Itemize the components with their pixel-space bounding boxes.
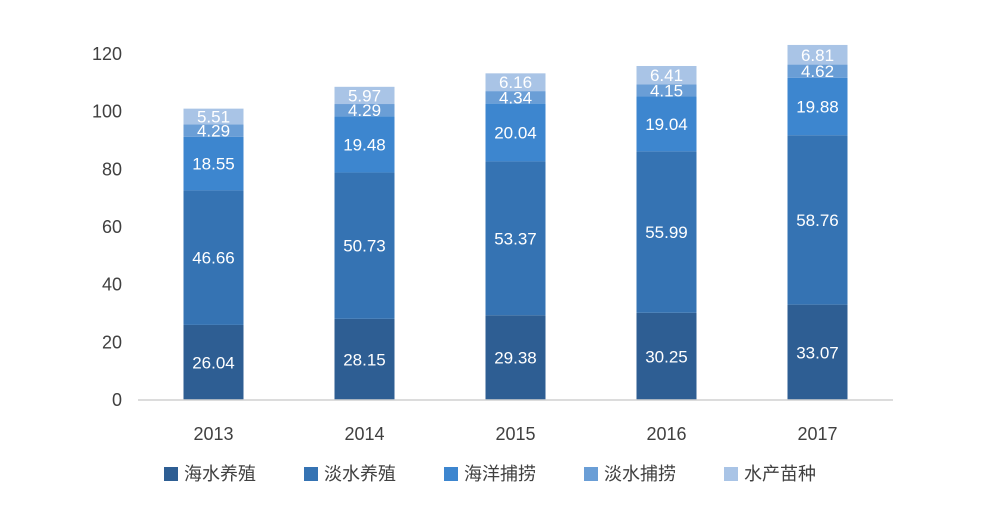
legend-label: 海洋捕捞 (464, 464, 536, 485)
data-label: 19.48 (343, 135, 386, 154)
data-label: 4.15 (650, 81, 683, 100)
legend-item: 淡水养殖 (304, 463, 396, 485)
data-label: 28.15 (343, 350, 386, 369)
bar-segment (787, 64, 848, 78)
y-tick-label: 100 (92, 102, 122, 122)
bar-segment (636, 65, 697, 85)
legend-item: 水产苗种 (724, 464, 816, 485)
legend: 海水养殖 淡水养殖 海洋捕捞 淡水捕捞 水产苗种 (164, 463, 816, 485)
x-tick-label: 2015 (495, 424, 535, 444)
bar-segment (334, 318, 395, 400)
data-label: 26.04 (192, 353, 235, 372)
legend-swatch (584, 467, 598, 481)
bar-segment (183, 190, 244, 325)
legend-swatch (304, 467, 318, 481)
data-label: 6.16 (499, 73, 532, 92)
bar-segment (787, 77, 848, 136)
bar-segment (183, 124, 244, 137)
bar-segment (485, 161, 546, 316)
bar-segment (485, 315, 546, 400)
bar-segment (334, 86, 395, 105)
legend-label: 淡水捕捞 (604, 464, 676, 485)
y-tick-label: 120 (92, 44, 122, 64)
y-tick-label: 0 (112, 390, 122, 410)
legend-swatch (724, 467, 738, 481)
bar-segment (787, 304, 848, 400)
bar-segment (334, 116, 395, 173)
data-label: 18.55 (192, 155, 235, 174)
bar-segment (636, 96, 697, 152)
data-label: 4.34 (499, 88, 532, 107)
data-label: 29.38 (494, 349, 537, 368)
bar-segment (183, 108, 244, 125)
legend-item: 海洋捕捞 (444, 464, 536, 485)
data-label: 46.66 (192, 249, 235, 268)
legend-item: 海水养殖 (164, 463, 256, 485)
bar-segment (636, 312, 697, 400)
bar-segment (787, 135, 848, 305)
bar-stack-2017: 33.07 58.76 19.88 4.626.81 (787, 44, 848, 400)
data-label: 4.62 (801, 62, 834, 81)
x-tick-label: 2013 (193, 424, 233, 444)
y-tick-label: 60 (102, 217, 122, 237)
x-tick-label: 2016 (646, 424, 686, 444)
legend-item: 淡水捕捞 (584, 464, 676, 485)
data-label: 6.81 (801, 46, 834, 65)
legend-label: 水产苗种 (744, 464, 816, 485)
data-label: 5.97 (348, 86, 381, 105)
bar-segment (485, 91, 546, 104)
x-axis: 2013 2014 2015 2016 2017 (138, 399, 893, 444)
bar-segment (183, 136, 244, 191)
bar-stack-2013: 26.04 46.66 18.55 4.295.51 (183, 108, 244, 400)
bar-segment (334, 172, 395, 319)
y-tick-label: 80 (102, 159, 122, 179)
data-label: 58.76 (796, 211, 839, 230)
data-label: 4.29 (348, 101, 381, 120)
bar-stack-2014: 28.15 50.73 19.48 4.295.97 (334, 86, 395, 400)
y-tick-label: 40 (102, 275, 122, 295)
legend-swatch (444, 467, 458, 481)
data-label: 50.73 (343, 237, 386, 256)
legend-label: 海水养殖 (184, 463, 256, 485)
data-label: 19.88 (796, 98, 839, 117)
bar-stack-2016: 30.25 55.99 19.04 4.156.41 (636, 65, 697, 400)
bar-segment (334, 104, 395, 117)
bar-segment (485, 73, 546, 92)
data-label: 5.51 (197, 108, 230, 127)
bar-segment (636, 151, 697, 313)
data-label: 19.04 (645, 115, 688, 134)
bar-segment (485, 103, 546, 162)
legend-swatch (164, 467, 178, 481)
data-label: 53.37 (494, 229, 537, 248)
data-label: 6.41 (650, 66, 683, 85)
data-label: 30.25 (645, 347, 688, 366)
bar-stack-2015: 29.38 53.37 20.04 4.346.16 (485, 73, 546, 400)
x-tick-label: 2014 (344, 424, 384, 444)
bar-segment (183, 324, 244, 400)
bar-segment (636, 84, 697, 97)
bars: 26.0446.6618.554.295.5128.1550.7319.484.… (183, 44, 848, 400)
bar-segment (787, 44, 848, 65)
data-label: 20.04 (494, 124, 537, 143)
y-tick-label: 20 (102, 332, 122, 352)
data-label: 33.07 (796, 343, 839, 362)
legend-label: 淡水养殖 (324, 463, 396, 485)
data-label: 4.29 (197, 122, 230, 141)
x-tick-label: 2017 (797, 424, 837, 444)
y-axis: 0 20 40 60 80 100 120 (92, 44, 122, 410)
data-label: 55.99 (645, 223, 688, 242)
